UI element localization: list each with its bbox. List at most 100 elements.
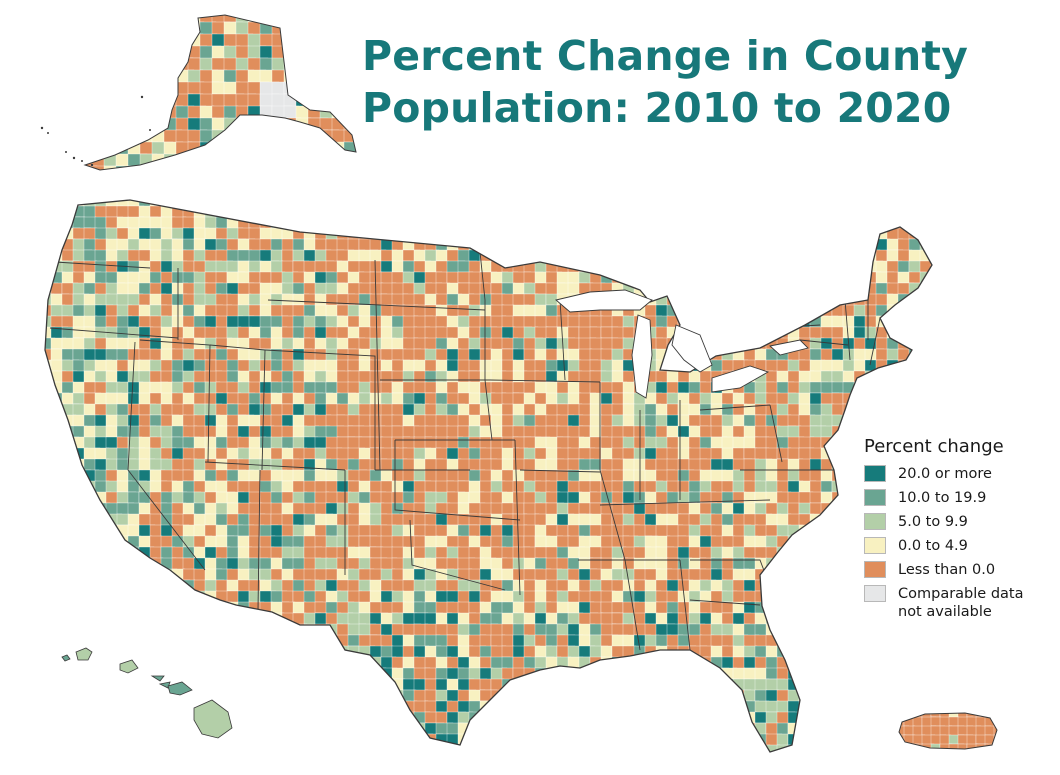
county-cell <box>864 304 878 317</box>
county-cell <box>798 612 819 630</box>
county-cell <box>193 645 213 663</box>
county-cell <box>51 756 62 769</box>
county-cell <box>809 282 827 296</box>
county-cell <box>534 227 548 246</box>
county-cell <box>270 667 289 685</box>
county-cell <box>103 57 120 72</box>
county-cell <box>61 546 74 563</box>
county-cell <box>226 205 240 221</box>
county-cell <box>94 546 110 563</box>
county-cell <box>743 205 761 220</box>
county-cell <box>864 645 880 661</box>
county-cell <box>127 678 147 691</box>
county-cell <box>699 689 714 702</box>
county-cell <box>292 733 312 749</box>
county-cell <box>187 153 205 170</box>
county-cell <box>45 447 57 464</box>
county-cell <box>175 153 193 170</box>
county-cell <box>908 315 929 333</box>
county-cell <box>314 711 334 725</box>
county-cell <box>413 590 427 604</box>
county-cell <box>523 200 543 207</box>
county-cell <box>886 414 903 427</box>
county-cell <box>600 700 616 716</box>
county-cell <box>886 315 907 328</box>
county-cell <box>710 304 723 322</box>
county-cell <box>292 634 305 652</box>
county-cell <box>424 480 437 493</box>
county-cell <box>820 370 833 384</box>
county-cell <box>171 601 185 615</box>
county-cell <box>842 711 855 729</box>
county-cell <box>644 260 660 278</box>
county-cell <box>831 502 851 516</box>
county-cell <box>139 756 152 773</box>
county-cell <box>875 656 893 675</box>
county-cell <box>820 579 837 598</box>
county-cell <box>930 667 932 685</box>
county-cell <box>897 370 910 389</box>
county-cell <box>545 227 565 244</box>
county-cell <box>237 645 250 661</box>
county-cell <box>611 667 624 682</box>
county-cell <box>85 129 96 143</box>
county-cell <box>611 612 624 625</box>
county-cell <box>94 271 108 285</box>
county-cell <box>501 403 514 416</box>
county-cell <box>271 33 287 48</box>
county-cell <box>248 200 269 213</box>
county-cell <box>754 227 770 246</box>
county-cell <box>480 756 498 773</box>
county-cell <box>765 304 782 320</box>
county-cell <box>831 634 849 650</box>
county-cell <box>248 623 263 638</box>
county-cell <box>223 153 243 170</box>
county-cell <box>842 678 861 692</box>
county-cell <box>567 238 583 253</box>
county-cell <box>776 304 793 320</box>
county-cell <box>105 656 119 672</box>
county-cell <box>853 260 874 273</box>
county-cell <box>491 756 504 771</box>
county-cell <box>369 623 382 636</box>
county-cell <box>247 153 262 170</box>
county-cell <box>798 579 817 597</box>
county-cell <box>248 667 265 683</box>
county-cell <box>424 491 438 505</box>
county-cell <box>171 645 192 660</box>
county-cell <box>534 678 548 696</box>
county-cell <box>831 579 846 596</box>
county-cell <box>61 700 78 714</box>
county-cell <box>853 700 871 713</box>
county-cell <box>501 249 517 265</box>
county-cell <box>116 623 137 638</box>
county-cell <box>127 612 145 625</box>
county-cell <box>215 315 228 329</box>
county-cell <box>325 744 340 752</box>
county-cell <box>721 315 738 332</box>
county-cell <box>319 15 340 24</box>
county-cell <box>171 667 188 684</box>
county-cell <box>336 667 353 684</box>
county-cell <box>292 711 311 726</box>
county-cell <box>556 326 570 340</box>
county-cell <box>436 756 447 771</box>
county-cell <box>567 337 580 351</box>
county-cell <box>292 700 312 719</box>
county-cell <box>94 744 111 752</box>
county-cell <box>149 579 162 597</box>
county-cell <box>545 216 561 232</box>
county-cell <box>149 700 165 714</box>
county-cell <box>666 700 684 717</box>
county-cell <box>319 81 335 97</box>
county-cell <box>699 678 720 694</box>
county-cell <box>435 623 449 637</box>
county-cell <box>282 756 295 770</box>
county-cell <box>993 743 997 749</box>
county-cell <box>270 200 288 208</box>
county-cell <box>798 238 815 252</box>
county-cell <box>787 744 801 752</box>
county-cell <box>115 81 135 96</box>
county-cell <box>512 678 532 694</box>
county-cell <box>248 271 261 284</box>
